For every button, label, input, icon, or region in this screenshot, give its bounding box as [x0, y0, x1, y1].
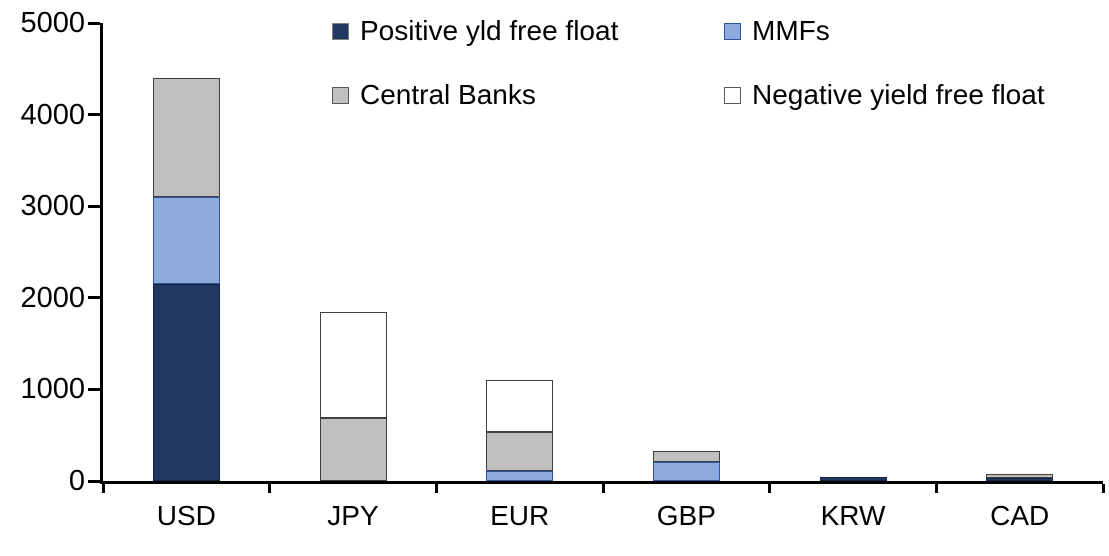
- bar-segment: [486, 470, 554, 481]
- legend-item: Central Banks: [332, 78, 724, 112]
- legend-item: Positive yld free float: [332, 14, 724, 48]
- bar-segment: [319, 312, 387, 418]
- x-axis-tick: [934, 484, 938, 493]
- x-axis-tick: [268, 484, 272, 493]
- y-axis-tick-label: 1000: [20, 373, 85, 406]
- y-axis-tick: [88, 296, 100, 300]
- bar-segment: [319, 417, 387, 481]
- chart-legend: Positive yld free float MMFs Central Banks…: [332, 14, 1045, 112]
- x-axis-tick: [1101, 484, 1105, 493]
- x-axis-tick: [601, 484, 605, 493]
- x-axis-tick: [101, 484, 105, 493]
- y-axis-tick: [88, 204, 100, 208]
- legend-marker-icon: [724, 86, 741, 104]
- y-axis-tick-label: 3000: [20, 190, 85, 223]
- x-axis-tick: [434, 484, 438, 493]
- y-axis-tick-label: 5000: [20, 7, 85, 39]
- bar-segment: [819, 476, 887, 481]
- y-axis-tick: [88, 479, 100, 483]
- bar-segment: [986, 477, 1054, 481]
- legend-item: Negative yield free float: [724, 78, 1045, 112]
- y-axis-tick-label: 0: [68, 465, 85, 497]
- y-axis-tick-label: 2000: [20, 281, 85, 314]
- plot-area: [88, 21, 1105, 493]
- bar-segment: [152, 197, 220, 285]
- bar-segment: [652, 450, 720, 462]
- x-axis-label: GBP: [656, 500, 716, 531]
- y-axis-tick: [88, 113, 100, 117]
- legend-label: Central Banks: [360, 79, 536, 110]
- x-axis-label: USD: [156, 500, 216, 531]
- x-axis-label: CAD: [990, 500, 1050, 531]
- legend-marker-icon: [332, 86, 349, 104]
- bar-segment: [986, 474, 1054, 478]
- legend-label: Negative yield free float: [752, 79, 1045, 110]
- bar-segment: [486, 432, 554, 471]
- x-axis-tick: [768, 484, 772, 493]
- legend-marker-icon: [724, 22, 741, 40]
- bar-segment: [152, 284, 220, 481]
- y-axis-tick: [88, 387, 100, 391]
- legend-label: MMFs: [752, 15, 830, 46]
- x-axis-label: EUR: [490, 500, 550, 531]
- y-axis-tick: [88, 21, 100, 25]
- x-axis-label: JPY: [327, 500, 379, 531]
- legend-item: MMFs: [724, 14, 1045, 48]
- bar-segment: [652, 461, 720, 481]
- x-axis-label: KRW: [820, 500, 886, 531]
- bar-segment: [152, 77, 220, 198]
- y-axis-tick-label: 4000: [20, 98, 85, 131]
- legend-label: Positive yld free float: [360, 15, 619, 46]
- bar-segment: [486, 380, 554, 433]
- legend-marker-icon: [332, 22, 349, 40]
